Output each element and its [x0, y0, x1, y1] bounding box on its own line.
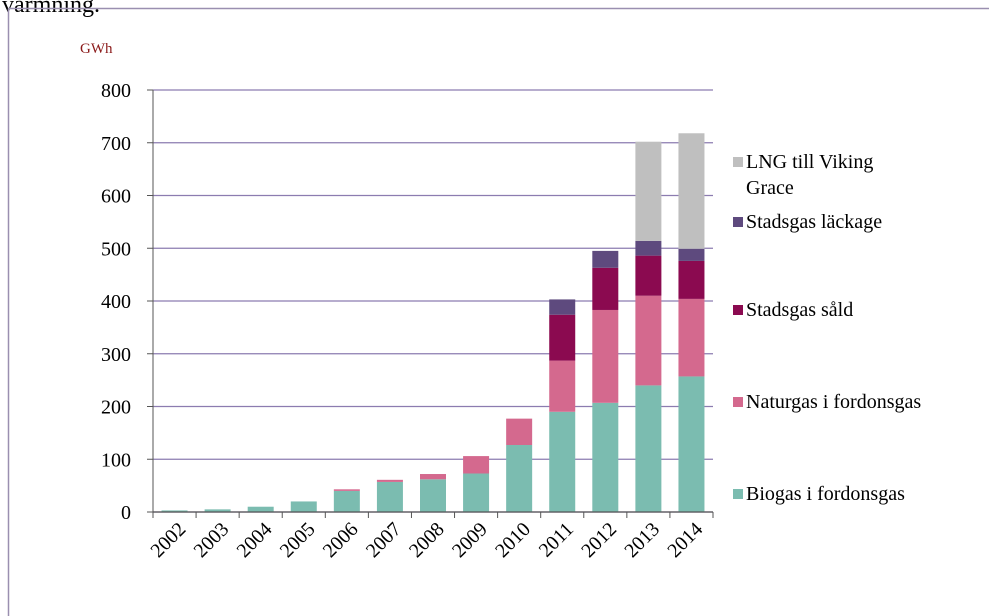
bar-segment [161, 510, 188, 512]
bar-segment [333, 490, 360, 512]
legend-item: LNG till Viking Grace [733, 149, 983, 201]
y-unit-label: GWh [80, 41, 113, 57]
bar-segment [290, 501, 317, 512]
x-tick-label: 2011 [535, 518, 578, 561]
bar-segment [463, 456, 490, 474]
legend-label: Stadsgas såld [746, 299, 854, 321]
bar-segment [592, 250, 619, 268]
bar-segment [592, 309, 619, 403]
bar-segment [506, 445, 533, 512]
bar-segment [678, 298, 705, 377]
y-tick-label: 400 [101, 291, 131, 313]
bar-segment [678, 260, 705, 299]
bar-segment [678, 133, 705, 249]
x-tick-label: 2014 [663, 518, 707, 562]
x-tick-label: 2012 [577, 518, 621, 562]
bar-segment [678, 376, 705, 512]
legend-label: Stadsgas läckage [746, 211, 883, 233]
bar-segment [420, 474, 446, 480]
y-tick-label: 100 [101, 449, 131, 471]
bar-segment [420, 479, 446, 512]
y-tick-label: 700 [101, 133, 131, 155]
legend-swatch [733, 157, 743, 167]
y-tick-label: 800 [101, 80, 131, 102]
bar-segment [549, 314, 576, 361]
bar-segment [592, 267, 619, 310]
legend-swatch [733, 217, 743, 227]
bar-segment [635, 255, 662, 296]
bar-segment [333, 489, 360, 491]
legend-label: Biogas i fordonsgas [746, 483, 905, 505]
bar-segment [635, 240, 662, 256]
y-tick-label: 0 [121, 502, 131, 524]
x-tick-label: 2002 [146, 518, 190, 562]
legend-label: LNG till Viking Grace [746, 151, 874, 199]
bar-segment [635, 295, 662, 386]
bar-segment [635, 385, 662, 512]
legend-item: Biogas i fordonsgas [733, 481, 983, 507]
bar-segment [678, 248, 705, 261]
bar-segment [549, 411, 576, 512]
x-tick-label: 2004 [233, 518, 277, 562]
x-tick-label: 2006 [319, 518, 363, 562]
x-tick-label: 2005 [276, 518, 320, 562]
bar-segment [376, 481, 403, 512]
y-tick-label: 500 [101, 238, 131, 260]
legend-swatch [733, 305, 743, 315]
x-tick-label: 2003 [190, 518, 234, 562]
legend-item: Stadsgas såld [733, 297, 983, 323]
y-tick-label: 200 [101, 397, 131, 419]
x-tick-label: 2007 [362, 518, 406, 562]
x-tick-label: 2010 [491, 518, 535, 562]
x-tick-label: 2008 [405, 518, 449, 562]
bar-segment [592, 402, 619, 512]
legend-item: Stadsgas läckage [733, 209, 983, 235]
bar-segment [506, 418, 533, 446]
bar-segment [463, 473, 490, 512]
legend-swatch [733, 397, 743, 407]
x-tick-label: 2009 [448, 518, 492, 562]
bar-segment [204, 509, 231, 512]
bar-segment [376, 479, 403, 482]
y-tick-label: 300 [101, 344, 131, 366]
x-tick-label: 2013 [620, 518, 664, 562]
y-tick-label: 600 [101, 186, 131, 208]
legend-swatch [733, 489, 743, 499]
bar-segment [549, 299, 576, 315]
bar-segment [247, 506, 274, 512]
legend-item: Naturgas i fordonsgas [733, 389, 983, 415]
bar-segment [549, 360, 576, 412]
legend-label: Naturgas i fordonsgas [746, 391, 922, 413]
bar-segment [635, 141, 662, 241]
